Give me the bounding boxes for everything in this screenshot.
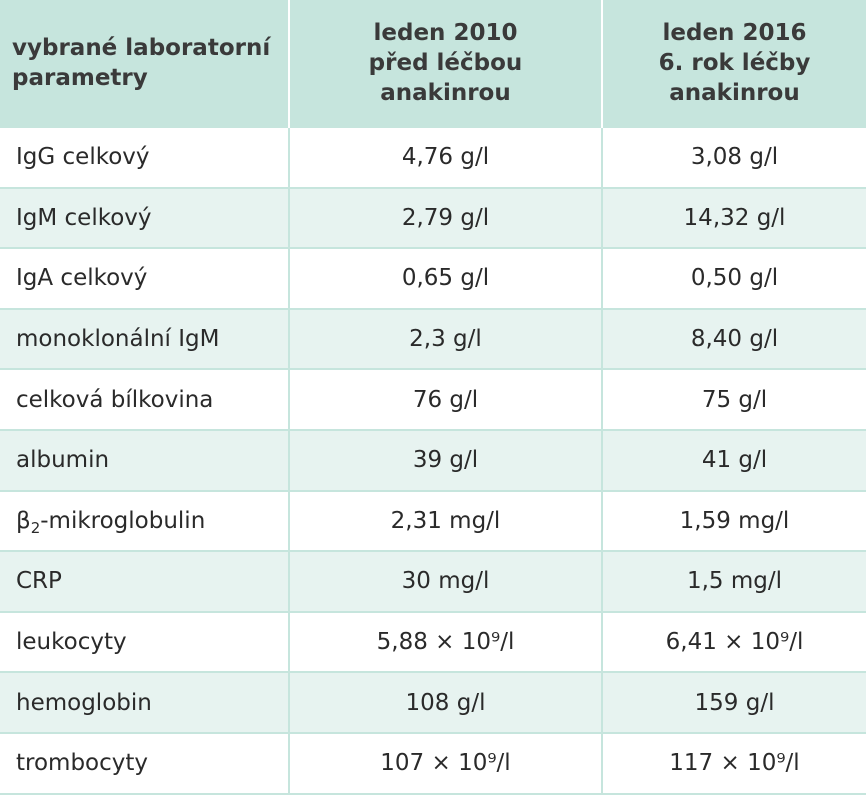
value-2016: 41 g/l [601, 428, 866, 491]
parameter-name: celková bílkovina [0, 368, 289, 430]
parameter-suffix: -mikroglobulin [40, 507, 206, 534]
value-2016: 3,08 g/l [601, 126, 866, 188]
table-row: IgM celkový 2,79 g/l 14,32 g/l [0, 186, 866, 249]
parameter-name: monoklonální IgM [0, 307, 289, 370]
value-2010: 0,65 g/l [288, 247, 602, 309]
table-header-row: vybrané laboratorní parametry leden 2010… [0, 0, 866, 127]
value-2010: 5,88 × 10⁹/l [288, 610, 602, 673]
parameter-name: leukocyty [0, 610, 289, 673]
table-row: trombocyty 107 × 10⁹/l 117 × 10⁹/l [0, 731, 866, 795]
table-row: IgG celkový 4,76 g/l 3,08 g/l [0, 126, 866, 188]
value-2016: 117 × 10⁹/l [601, 731, 866, 795]
table-row: monoklonální IgM 2,3 g/l 8,40 g/l [0, 307, 866, 370]
header-january-2010: leden 2010 před léčbou anakinrou [288, 0, 602, 127]
header-january-2016: leden 2016 6. rok léčby anakinrou [601, 0, 866, 127]
table-row: albumin 39 g/l 41 g/l [0, 428, 866, 491]
beta-symbol: β [16, 507, 31, 534]
value-2010: 76 g/l [288, 368, 602, 430]
value-2016: 14,32 g/l [601, 186, 866, 249]
value-2016: 6,41 × 10⁹/l [601, 610, 866, 673]
value-2010: 2,31 mg/l [288, 489, 602, 552]
subscript-2: 2 [30, 518, 41, 537]
table-row: celková bílkovina 76 g/l 75 g/l [0, 368, 866, 430]
parameter-name: β2-mikroglobulin [0, 489, 289, 552]
value-2016: 1,59 mg/l [601, 489, 866, 552]
value-2010: 107 × 10⁹/l [288, 731, 602, 795]
value-2010: 30 mg/l [288, 550, 602, 612]
parameter-name: IgM celkový [0, 186, 289, 249]
value-2010: 39 g/l [288, 428, 602, 491]
parameter-name: hemoglobin [0, 671, 289, 733]
table-row: β2-mikroglobulin 2,31 mg/l 1,59 mg/l [0, 489, 866, 552]
parameter-name: IgG celkový [0, 126, 289, 188]
value-2016: 75 g/l [601, 368, 866, 430]
value-2016: 0,50 g/l [601, 247, 866, 309]
table-row: hemoglobin 108 g/l 159 g/l [0, 671, 866, 733]
header-parameters: vybrané laboratorní parametry [12, 35, 271, 91]
parameter-name: albumin [0, 428, 289, 491]
parameter-name: IgA celkový [0, 247, 289, 309]
value-2010: 2,79 g/l [288, 186, 602, 249]
parameter-name: trombocyty [0, 731, 289, 795]
table-row: leukocyty 5,88 × 10⁹/l 6,41 × 10⁹/l [0, 610, 866, 673]
value-2016: 159 g/l [601, 671, 866, 733]
parameter-name: CRP [0, 550, 289, 612]
value-2016: 1,5 mg/l [601, 550, 866, 612]
value-2016: 8,40 g/l [601, 307, 866, 370]
table-row: CRP 30 mg/l 1,5 mg/l [0, 550, 866, 612]
value-2010: 108 g/l [288, 671, 602, 733]
value-2010: 4,76 g/l [288, 126, 602, 188]
value-2010: 2,3 g/l [288, 307, 602, 370]
table-row: IgA celkový 0,65 g/l 0,50 g/l [0, 247, 866, 309]
